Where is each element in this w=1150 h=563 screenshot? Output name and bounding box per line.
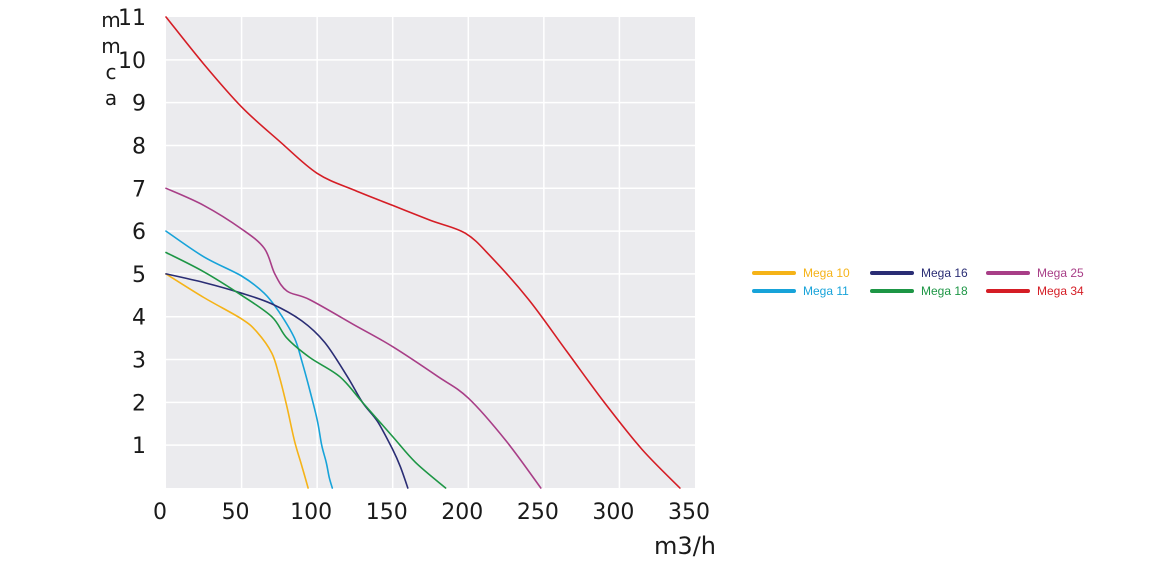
y-axis-label-char: m <box>101 34 120 58</box>
x-tick-labels: 0 50 100 150 200 250 300 350 <box>153 500 710 525</box>
legend-label: Mega 25 <box>1037 266 1084 280</box>
legend-label: Mega 10 <box>803 266 850 280</box>
legend-label: Mega 11 <box>803 284 849 298</box>
y-tick-label: 9 <box>132 92 146 117</box>
y-tick-label: 1 <box>132 434 146 459</box>
y-tick-label: 11 <box>118 6 146 31</box>
grid-lines <box>166 17 695 488</box>
series-line-mega-10 <box>165 273 309 489</box>
x-tick-label: 300 <box>592 500 634 525</box>
legend: Mega 10 Mega 11 Mega 16 Mega 18 Mega 25 Mega … <box>752 266 1084 298</box>
y-tick-label: 4 <box>132 306 146 331</box>
legend-label: Mega 16 <box>921 266 968 280</box>
x-tick-label: 50 <box>222 500 250 525</box>
y-tick-label: 5 <box>132 263 146 288</box>
x-tick-label: 350 <box>668 500 710 525</box>
series-lines <box>165 16 681 489</box>
y-tick-label: 2 <box>132 391 146 416</box>
legend-label: Mega 34 <box>1037 284 1084 298</box>
y-tick-label: 8 <box>132 134 146 159</box>
series-line-mega-11 <box>165 230 334 489</box>
x-tick-label: 250 <box>517 500 559 525</box>
x-axis-label: m3/h <box>654 532 716 560</box>
series-line-mega-25 <box>165 187 542 489</box>
x-tick-label: 150 <box>366 500 408 525</box>
y-tick-label: 3 <box>132 349 146 374</box>
y-axis-label-char: c <box>106 60 117 84</box>
series-line-mega-34 <box>165 16 681 489</box>
series-line-mega-18 <box>165 251 447 489</box>
plot-area <box>166 17 695 488</box>
x-tick-label: 200 <box>441 500 483 525</box>
legend-label: Mega 18 <box>921 284 968 298</box>
y-tick-label: 10 <box>118 49 146 74</box>
y-tick-label: 7 <box>132 177 146 202</box>
series-line-mega-16 <box>165 273 409 489</box>
y-axis-label-char: a <box>105 86 117 110</box>
x-tick-label: 0 <box>153 500 167 525</box>
x-tick-label: 100 <box>290 500 332 525</box>
y-tick-label: 6 <box>132 220 146 245</box>
y-tick-labels: 1 2 3 4 5 6 7 8 9 10 11 <box>118 6 146 459</box>
y-axis-label-char: m <box>101 8 120 32</box>
